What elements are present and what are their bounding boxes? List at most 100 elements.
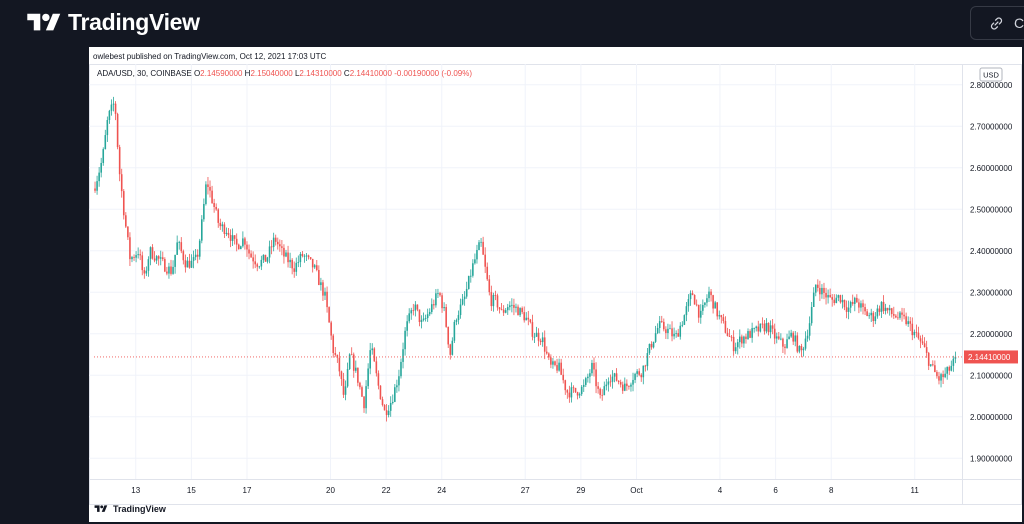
candle-body: [584, 378, 587, 385]
candle-body: [433, 304, 435, 306]
candle-body: [223, 224, 226, 234]
candle-body: [410, 310, 413, 314]
candle-body: [176, 242, 178, 255]
candle-body: [242, 238, 244, 247]
candle-body: [817, 284, 819, 288]
candle-body: [357, 367, 359, 383]
candle-body: [702, 304, 704, 311]
candle-body: [753, 328, 755, 329]
candle-body: [118, 147, 121, 175]
candle-body: [320, 282, 322, 286]
candle-body: [221, 224, 224, 227]
price-chart[interactable]: 1.90000000 2.00000000 2.10000000 2.20000000…: [89, 47, 1022, 522]
candle-body: [654, 333, 657, 342]
candle-body: [426, 314, 429, 319]
candle-body: [529, 319, 532, 323]
candle-body: [677, 333, 679, 337]
candle-body: [663, 321, 665, 330]
candle-body: [786, 339, 788, 348]
candle-body: [486, 266, 489, 280]
candle-body: [927, 352, 930, 366]
y-tick-label: 2.00000000: [970, 413, 1013, 422]
tradingview-logo[interactable]: TradingView: [26, 9, 200, 36]
candle-body: [767, 322, 770, 333]
footer-brand[interactable]: TradingView: [93, 504, 166, 514]
candle-body: [262, 254, 265, 260]
candle-body: [194, 254, 197, 258]
candle-body: [644, 365, 647, 367]
candle-body: [240, 246, 242, 250]
candle-body: [190, 260, 193, 268]
candle-body: [106, 120, 109, 136]
candle-body: [385, 410, 388, 416]
candle-body: [751, 328, 753, 338]
candle-body: [502, 309, 505, 313]
candle-body: [365, 386, 367, 409]
candle-body: [741, 336, 743, 344]
candle-body: [626, 383, 628, 387]
candle-body: [671, 328, 673, 337]
brand-name: TradingView: [68, 9, 200, 35]
copy-link-button[interactable]: Co: [970, 6, 1024, 40]
candle-body: [373, 348, 376, 362]
candle-body: [858, 302, 860, 308]
candle-body: [899, 312, 901, 318]
candle-body: [599, 388, 601, 395]
candle-body: [231, 235, 234, 241]
candle-body: [348, 354, 351, 370]
candle-body: [457, 315, 460, 321]
candle-body: [954, 356, 957, 359]
candle-body: [833, 299, 836, 304]
candle-body: [780, 338, 782, 340]
candle-body: [695, 304, 698, 306]
candle-body: [856, 297, 858, 303]
candle-body: [139, 254, 142, 256]
candle-body: [615, 373, 618, 381]
candle-body: [492, 295, 495, 307]
candle-body: [441, 295, 443, 309]
candle-body: [330, 322, 332, 336]
candle-body: [708, 291, 710, 299]
candle-body: [812, 292, 815, 308]
candle-body: [266, 257, 269, 262]
candle-body: [636, 371, 638, 374]
candle-body: [800, 345, 803, 351]
candle-body: [689, 293, 692, 300]
candle-body: [808, 323, 811, 336]
candle-body: [168, 266, 170, 274]
candle-body: [513, 304, 515, 308]
candle-body: [550, 357, 552, 365]
candle-body: [841, 299, 844, 303]
x-tick-label: 6: [773, 486, 778, 495]
candle-body: [794, 335, 797, 342]
candle-body: [227, 232, 230, 235]
candle-body: [137, 254, 139, 256]
candle-body: [229, 234, 232, 241]
candle-body: [324, 291, 326, 296]
candle-body: [445, 307, 447, 327]
candle-body: [570, 387, 573, 398]
candle-body: [180, 242, 183, 252]
candle-body: [517, 306, 519, 316]
candle-body: [849, 302, 852, 308]
candle-body: [311, 258, 314, 268]
candle-body: [488, 279, 491, 293]
candle-body: [720, 315, 723, 318]
candle-body: [548, 353, 550, 358]
link-icon: [990, 16, 1003, 30]
candle-body: [732, 336, 735, 352]
candle-body: [819, 287, 821, 295]
tradingview-footer-icon: [94, 505, 108, 512]
candle-body: [463, 296, 466, 300]
candle-body: [420, 319, 423, 322]
candle-body: [412, 310, 415, 312]
y-tick-label: 2.40000000: [970, 247, 1013, 256]
candle-body: [377, 373, 380, 386]
candle-body: [932, 364, 934, 366]
candle-body: [141, 255, 144, 271]
candle-body: [802, 348, 805, 351]
candle-body: [823, 287, 825, 293]
candle-body: [305, 255, 308, 257]
candle-body: [552, 361, 554, 365]
candle-body: [652, 341, 655, 348]
